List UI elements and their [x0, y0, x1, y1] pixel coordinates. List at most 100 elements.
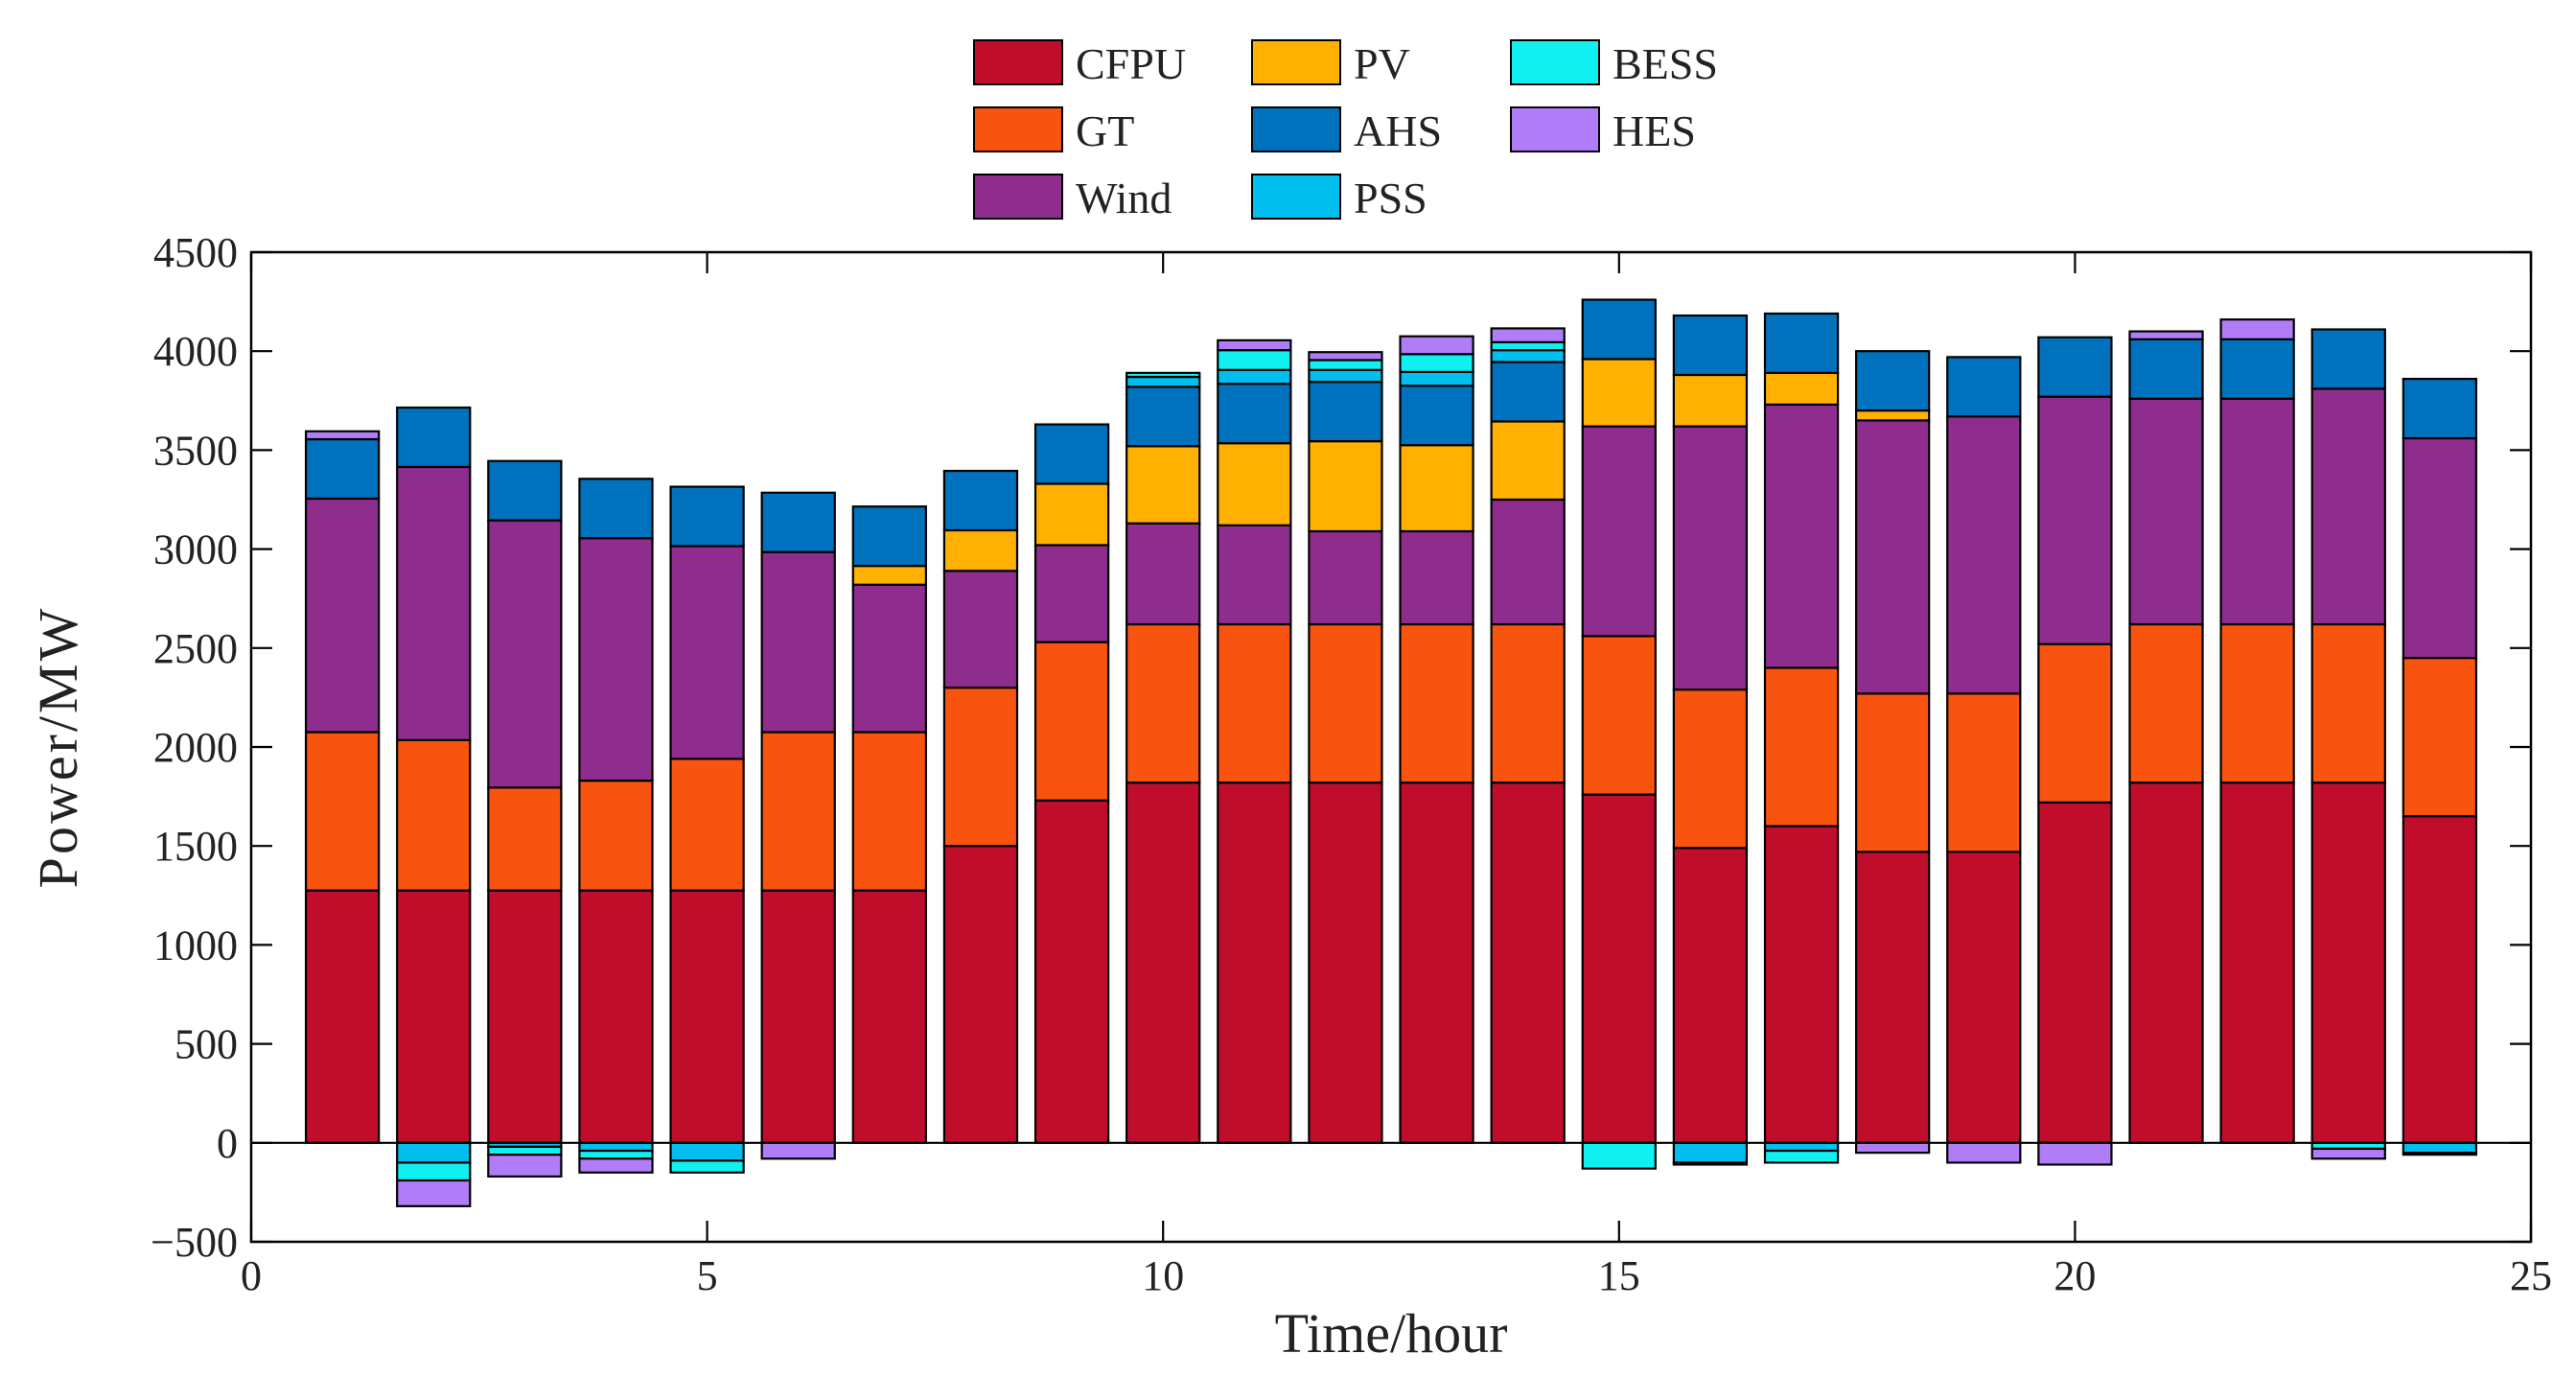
y-tick-label: 4000	[153, 328, 238, 375]
bar-bess-hour-11	[1217, 349, 1292, 371]
bar-cfpu-hour-22	[2219, 782, 2295, 1144]
legend-swatch-gt	[973, 106, 1063, 152]
bar-gt-hour-10	[1126, 622, 1201, 784]
bar-ahs-hour-19	[1946, 356, 2022, 418]
bar-pv-hour-16	[1672, 373, 1749, 428]
bar-pss-hour-10	[1126, 375, 1201, 388]
bar-gt-hour-15	[1581, 635, 1657, 796]
bar-hes-hour-18	[1855, 1141, 1931, 1155]
bar-wind-hour-10	[1126, 522, 1201, 626]
bar-cfpu-hour-4	[578, 889, 654, 1144]
bar-cfpu-hour-20	[2037, 801, 2113, 1144]
bar-pss-hour-14	[1490, 349, 1566, 363]
bar-pss-hour-11	[1217, 368, 1292, 385]
bar-hes-hour-4	[578, 1157, 654, 1174]
bar-pss-hour-12	[1308, 368, 1383, 384]
bar-pv-hour-12	[1308, 440, 1383, 533]
axes-layer: 0 5 10 15 20 25−50005001000150020002500300035…	[151, 229, 2552, 1299]
legend-swatch-bess	[1510, 39, 1600, 85]
bar-wind-hour-21	[2128, 397, 2204, 626]
bar-ahs-hour-21	[2128, 338, 2204, 400]
bar-bess-hour-2	[396, 1161, 472, 1182]
bar-cfpu-hour-3	[487, 889, 563, 1144]
bar-wind-hour-7	[851, 583, 927, 734]
bar-pv-hour-10	[1126, 445, 1201, 525]
bar-cfpu-hour-16	[1672, 847, 1749, 1144]
bar-cfpu-hour-2	[396, 889, 472, 1144]
bar-wind-hour-5	[669, 545, 745, 760]
bar-bess-hour-3	[487, 1145, 563, 1156]
bar-pv-hour-9	[1033, 482, 1110, 547]
bar-cfpu-hour-24	[2402, 815, 2478, 1144]
bar-ahs-hour-11	[1217, 383, 1292, 445]
bar-ahs-hour-6	[760, 491, 836, 553]
bar-bess-hour-13	[1399, 353, 1474, 373]
bar-ahs-hour-9	[1033, 423, 1110, 485]
legend-swatch-wind	[973, 174, 1063, 220]
bar-ahs-hour-8	[942, 469, 1019, 532]
bar-hes-hour-14	[1490, 327, 1566, 344]
bar-pss-hour-17	[1763, 1141, 1840, 1153]
x-tick-label: 0	[241, 1252, 262, 1299]
bar-gt-hour-6	[760, 731, 836, 892]
bar-ahs-hour-22	[2219, 338, 2295, 400]
bar-wind-hour-1	[304, 497, 381, 734]
bar-ahs-hour-12	[1308, 381, 1383, 443]
bar-ahs-hour-3	[487, 459, 563, 522]
bar-bess-hour-10	[1126, 371, 1201, 379]
bar-wind-hour-17	[1763, 403, 1840, 669]
bar-wind-hour-20	[2037, 395, 2113, 645]
bar-bess-hour-16	[1672, 1161, 1749, 1166]
bar-bess-hour-14	[1490, 340, 1566, 352]
bar-hes-hour-1	[304, 430, 381, 441]
bar-pss-hour-5	[669, 1141, 745, 1162]
bar-cfpu-hour-18	[1855, 851, 1931, 1144]
bar-gt-hour-3	[487, 786, 563, 892]
bar-gt-hour-19	[1946, 692, 2022, 853]
y-tick-label: 2500	[153, 625, 238, 672]
bar-pv-hour-13	[1399, 444, 1474, 533]
bar-gt-hour-7	[851, 731, 927, 892]
bar-ahs-hour-17	[1763, 312, 1840, 375]
bar-gt-hour-20	[2037, 642, 2113, 804]
bar-pss-hour-2	[396, 1141, 472, 1164]
bar-hes-hour-2	[396, 1179, 472, 1207]
x-tick-label: 5	[697, 1252, 718, 1299]
bar-ahs-hour-13	[1399, 385, 1474, 447]
bar-gt-hour-18	[1855, 692, 1931, 853]
bar-wind-hour-22	[2219, 397, 2295, 626]
bar-hes-hour-21	[2128, 330, 2204, 340]
bar-pv-hour-7	[851, 565, 927, 586]
y-tick-label: 0	[217, 1120, 238, 1167]
legend-swatch-cfpu	[973, 39, 1063, 85]
bar-pv-hour-14	[1490, 420, 1566, 502]
y-tick-label: −500	[151, 1219, 238, 1266]
bar-gt-hour-1	[304, 731, 381, 892]
bar-cfpu-hour-21	[2128, 782, 2204, 1144]
bar-gt-hour-24	[2402, 657, 2478, 818]
y-tick-label: 3500	[153, 427, 238, 474]
bar-pv-hour-18	[1855, 409, 1931, 422]
bar-ahs-hour-2	[396, 406, 472, 469]
bar-cfpu-hour-12	[1308, 782, 1383, 1144]
legend-label-pss: PSS	[1354, 174, 1427, 222]
bar-bess-hour-5	[669, 1159, 745, 1174]
legend-swatch-pv	[1251, 39, 1341, 85]
bar-pv-hour-17	[1763, 371, 1840, 407]
bar-hes-hour-11	[1217, 338, 1292, 352]
bar-cfpu-hour-10	[1126, 782, 1201, 1144]
bar-gt-hour-9	[1033, 641, 1110, 802]
bar-hes-hour-23	[2310, 1147, 2386, 1160]
bar-wind-hour-8	[942, 570, 1019, 689]
bar-wind-hour-12	[1308, 529, 1383, 626]
bar-gt-hour-2	[396, 738, 472, 892]
bar-pss-hour-4	[578, 1141, 654, 1153]
bar-ahs-hour-5	[669, 485, 745, 548]
bar-hes-hour-6	[760, 1141, 836, 1160]
bar-pv-hour-15	[1581, 358, 1657, 428]
y-tick-label: 500	[174, 1021, 238, 1068]
bar-gt-hour-23	[2310, 622, 2386, 784]
bar-hes-hour-19	[1946, 1141, 2022, 1164]
